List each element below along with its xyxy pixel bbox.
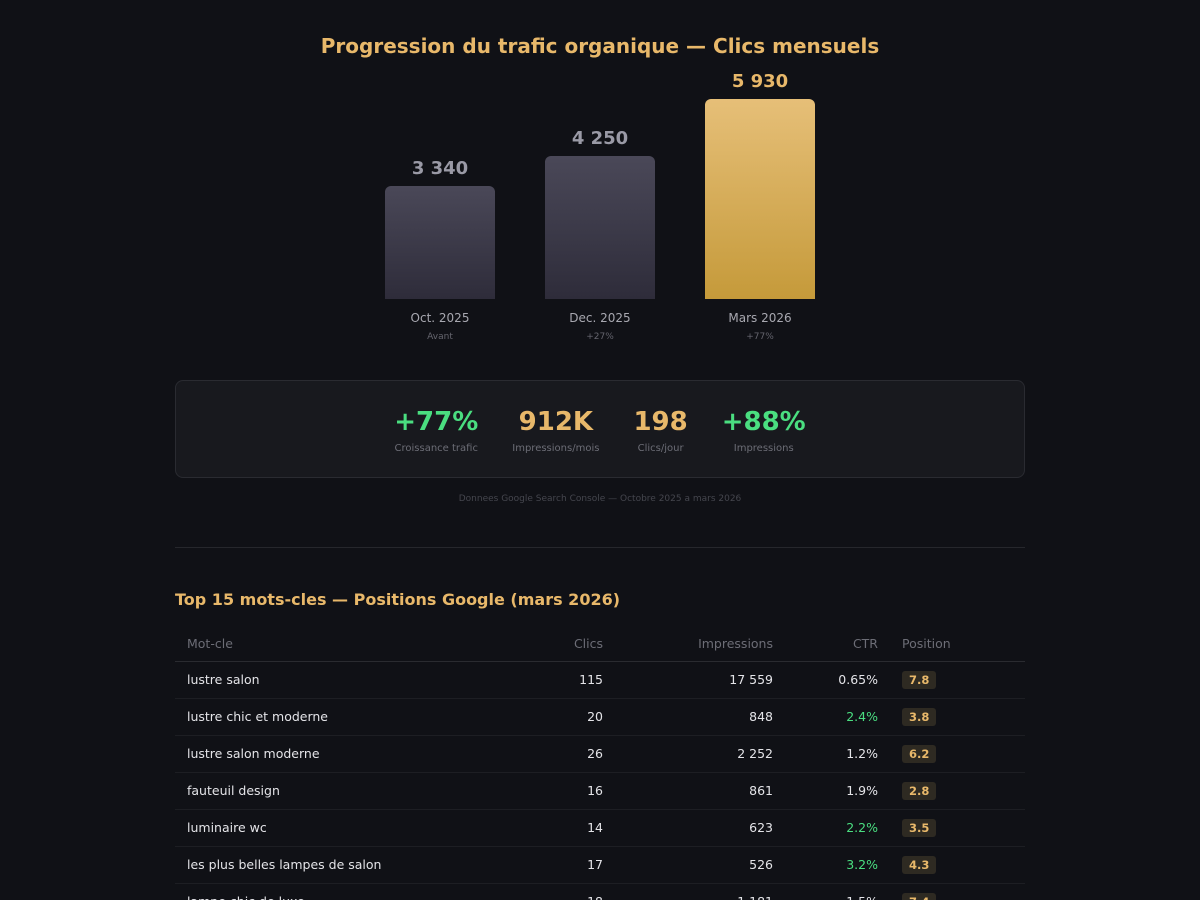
bar-sublabel: +77%	[746, 332, 774, 342]
table-row[interactable]: lustre chic et moderne 20 848 2.4% 3.8	[175, 698, 1025, 736]
table-header-row: Mot-cle Clics Impressions CTR Position	[175, 626, 1025, 662]
ctr-cell: 1.9%	[785, 772, 890, 810]
stat-label: Impressions	[733, 443, 794, 454]
position-badge: 7.8	[902, 670, 937, 689]
ctr-cell: 0.65%	[785, 661, 890, 699]
clics-cell: 115	[555, 661, 615, 699]
table-row[interactable]: luminaire wc 14 623 2.2% 3.5	[175, 809, 1025, 847]
clics-cell: 17	[555, 846, 615, 884]
bar-value-label: 4 250	[571, 127, 629, 149]
bar-value-label: 5 930	[731, 71, 789, 92]
divider	[175, 547, 1025, 548]
stat-item: 198 Clics/jour	[633, 405, 687, 477]
col-position[interactable]: Position	[890, 626, 1025, 662]
bar-category-label: Oct. 2025	[410, 311, 470, 325]
clics-cell: 18	[555, 883, 615, 900]
bar-0	[385, 186, 495, 299]
table-title: Top 15 mots-cles — Positions Google (mar…	[175, 590, 621, 609]
bar-category-label: Dec. 2025	[569, 311, 631, 325]
stat-value: +88%	[721, 407, 806, 437]
ctr-cell: 1.2%	[785, 735, 890, 773]
clics-cell: 16	[555, 772, 615, 810]
table-row[interactable]: fauteuil design 16 861 1.9% 2.8	[175, 772, 1025, 810]
stat-label: Impressions/mois	[512, 443, 600, 454]
keywords-table: Mot-cle Clics Impressions CTR Position l…	[175, 626, 1025, 900]
stat-label: Clics/jour	[637, 443, 684, 454]
position-badge: 4.3	[902, 855, 937, 874]
impressions-cell: 1 181	[615, 883, 785, 900]
col-ctr[interactable]: CTR	[785, 626, 890, 662]
stat-item: 912K Impressions/mois	[512, 405, 599, 477]
clics-cell: 26	[555, 735, 615, 773]
position-badge: 3.5	[902, 818, 937, 837]
stat-label: Croissance trafic	[394, 443, 478, 454]
table-row[interactable]: les plus belles lampes de salon 17 526 3.2%…	[175, 846, 1025, 884]
bar-sublabel: +27%	[586, 332, 614, 342]
ctr-cell: 2.4%	[785, 698, 890, 736]
keyword-cell: lustre salon moderne	[175, 735, 555, 773]
stat-item: +88% Impressions	[722, 405, 806, 477]
position-badge: 6.2	[902, 744, 937, 763]
clics-cell: 20	[555, 698, 615, 736]
bar-sublabel: Avant	[427, 332, 453, 342]
table-row[interactable]: lampe chic de luxe181 1811.5% 7.4	[175, 883, 1025, 900]
impressions-cell: 848	[615, 698, 785, 736]
ctr-cell: 2.2%	[785, 809, 890, 847]
stat-value: 912K	[518, 407, 594, 437]
footnote: Donnees Google Search Console — Octobre …	[458, 494, 742, 504]
ctr-cell: 1.5%	[785, 883, 890, 900]
stat-value: 198	[633, 407, 688, 437]
bar-value-label: 3 340	[411, 158, 469, 180]
clics-cell: 14	[555, 809, 615, 847]
bar-2	[705, 99, 815, 299]
stat-item: +77% Croissance trafic	[394, 405, 478, 477]
keyword-cell: fauteuil design	[175, 772, 555, 810]
position-badge: 2.8	[902, 781, 937, 800]
table-row[interactable]: lustre salon 115 17 559 0.65% 7.8	[175, 661, 1025, 699]
impressions-cell: 17 559	[615, 661, 785, 699]
impressions-cell: 526	[615, 846, 785, 884]
col-impressions[interactable]: Impressions	[615, 626, 785, 662]
impressions-cell: 623	[615, 809, 785, 847]
chart-title: Progression du trafic organique — Clics …	[320, 34, 880, 58]
position-badge: 7.4	[902, 892, 937, 900]
bar-category-label: Mars 2026	[728, 311, 792, 325]
ctr-cell: 3.2%	[785, 846, 890, 884]
col-clics[interactable]: Clics	[555, 626, 615, 662]
table-row[interactable]: lustre salon moderne 26 2 252 1.2% 6.2	[175, 735, 1025, 773]
col-keyword[interactable]: Mot-cle	[175, 626, 555, 662]
stat-value: +77%	[394, 407, 479, 437]
impressions-cell: 2 252	[615, 735, 785, 773]
impressions-cell: 861	[615, 772, 785, 810]
keyword-cell: les plus belles lampes de salon	[175, 846, 555, 884]
keyword-cell: lampe chic de luxe	[175, 883, 555, 900]
keyword-cell: lustre chic et moderne	[175, 698, 555, 736]
keyword-cell: lustre salon	[175, 661, 555, 699]
position-badge: 3.8	[902, 707, 937, 726]
bar-1	[545, 155, 655, 299]
keyword-cell: luminaire wc	[175, 809, 555, 847]
stats-panel: +77% Croissance trafic 912K Impressions/moi…	[175, 380, 1025, 478]
